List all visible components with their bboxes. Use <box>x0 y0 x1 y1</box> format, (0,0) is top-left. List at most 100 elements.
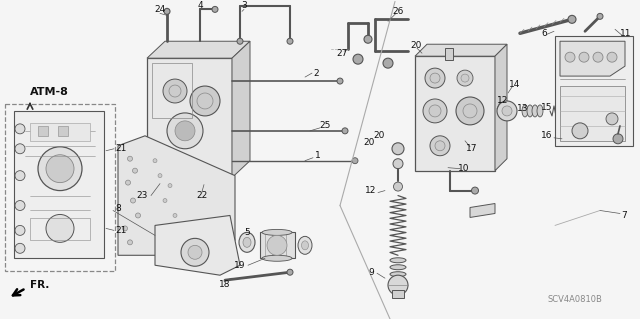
Circle shape <box>568 15 576 23</box>
Bar <box>445 48 453 60</box>
Circle shape <box>46 214 74 242</box>
Text: 11: 11 <box>620 29 632 38</box>
Polygon shape <box>415 44 507 56</box>
Circle shape <box>159 180 167 188</box>
Text: 6: 6 <box>541 29 547 38</box>
Bar <box>392 290 404 298</box>
Polygon shape <box>232 41 250 178</box>
Circle shape <box>164 8 170 14</box>
Circle shape <box>127 156 132 161</box>
Circle shape <box>168 184 172 188</box>
Bar <box>30 219 90 240</box>
Text: 5: 5 <box>244 228 250 237</box>
Bar <box>58 126 68 136</box>
Circle shape <box>606 113 618 125</box>
Circle shape <box>337 78 343 84</box>
Circle shape <box>597 13 603 19</box>
Ellipse shape <box>262 255 292 261</box>
Text: 17: 17 <box>467 144 477 153</box>
Circle shape <box>342 128 348 134</box>
Circle shape <box>212 6 218 12</box>
Circle shape <box>169 85 181 97</box>
Text: 19: 19 <box>234 261 245 270</box>
Circle shape <box>166 228 170 232</box>
Ellipse shape <box>522 105 528 117</box>
Text: 20: 20 <box>374 131 385 140</box>
Circle shape <box>607 52 617 62</box>
Circle shape <box>177 222 213 258</box>
Circle shape <box>435 141 445 151</box>
Text: 10: 10 <box>458 164 470 173</box>
Circle shape <box>430 136 450 156</box>
Bar <box>14 111 104 258</box>
Circle shape <box>579 52 589 62</box>
Circle shape <box>15 201 25 211</box>
Ellipse shape <box>537 105 543 117</box>
Circle shape <box>497 101 517 121</box>
Circle shape <box>163 79 187 103</box>
Circle shape <box>423 99 447 123</box>
Circle shape <box>188 245 202 259</box>
Text: ATM-8: ATM-8 <box>30 87 69 97</box>
Circle shape <box>237 38 243 44</box>
Text: 9: 9 <box>368 268 374 277</box>
Text: 22: 22 <box>196 191 207 200</box>
Circle shape <box>394 182 403 191</box>
Circle shape <box>163 198 167 203</box>
Text: 18: 18 <box>220 280 231 289</box>
Circle shape <box>456 97 484 125</box>
Ellipse shape <box>390 272 406 277</box>
Circle shape <box>15 144 25 154</box>
Text: 26: 26 <box>392 7 404 16</box>
Circle shape <box>181 238 209 266</box>
Text: 13: 13 <box>517 104 529 114</box>
Circle shape <box>353 54 363 64</box>
Text: 12: 12 <box>497 96 509 106</box>
Circle shape <box>383 58 393 68</box>
Circle shape <box>175 121 195 141</box>
Circle shape <box>15 243 25 253</box>
Bar <box>38 126 48 136</box>
Circle shape <box>461 74 469 82</box>
Polygon shape <box>495 44 507 171</box>
Text: 8: 8 <box>115 204 121 213</box>
Circle shape <box>287 269 293 275</box>
Circle shape <box>364 35 372 43</box>
Text: 20: 20 <box>410 41 422 50</box>
Text: 7: 7 <box>621 211 627 220</box>
Circle shape <box>425 68 445 88</box>
Polygon shape <box>118 136 235 255</box>
Circle shape <box>430 73 440 83</box>
Circle shape <box>46 155 74 182</box>
Circle shape <box>167 113 203 149</box>
Text: 23: 23 <box>136 191 148 200</box>
Circle shape <box>136 213 141 218</box>
Circle shape <box>38 147 82 190</box>
Circle shape <box>15 171 25 181</box>
Polygon shape <box>147 41 250 58</box>
Circle shape <box>153 159 157 163</box>
Circle shape <box>463 104 477 118</box>
Circle shape <box>127 240 132 245</box>
Text: 1: 1 <box>315 151 321 160</box>
Text: 15: 15 <box>541 103 552 112</box>
Circle shape <box>122 226 127 231</box>
Polygon shape <box>560 41 625 76</box>
Text: 27: 27 <box>336 49 348 58</box>
Bar <box>147 58 232 178</box>
Circle shape <box>593 52 603 62</box>
Circle shape <box>267 235 287 255</box>
Text: 16: 16 <box>541 131 552 140</box>
Text: 21: 21 <box>115 144 126 153</box>
Bar <box>260 232 295 258</box>
Circle shape <box>132 168 138 173</box>
Circle shape <box>613 134 623 144</box>
Text: 21: 21 <box>115 226 126 235</box>
Circle shape <box>502 106 512 116</box>
Polygon shape <box>560 86 625 141</box>
Ellipse shape <box>262 229 292 235</box>
Text: SCV4A0810B: SCV4A0810B <box>548 294 602 304</box>
Ellipse shape <box>527 105 533 117</box>
Polygon shape <box>470 204 495 218</box>
Bar <box>415 56 495 171</box>
